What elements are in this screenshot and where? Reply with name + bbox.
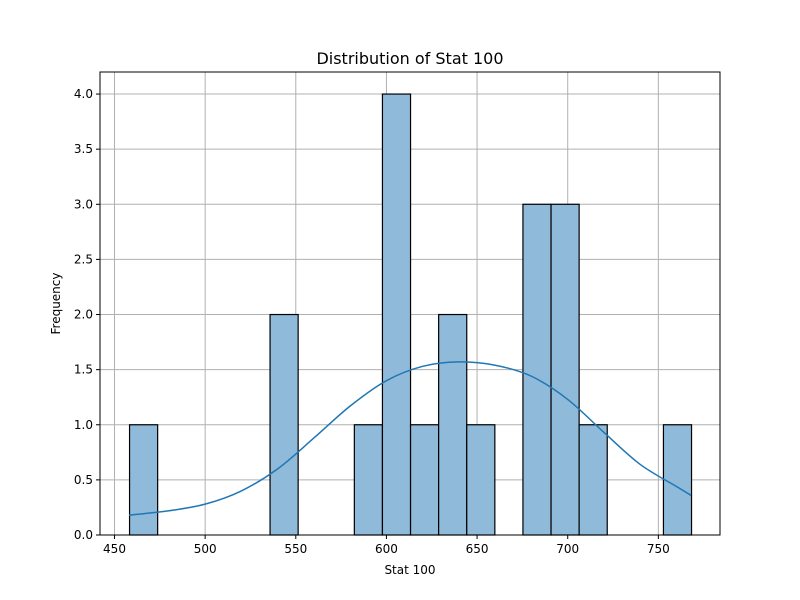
x-tick-label: 750 [647, 542, 670, 556]
y-tick-label: 0.0 [74, 528, 93, 542]
y-tick-label: 4.0 [74, 87, 93, 101]
x-tick-label: 500 [194, 542, 217, 556]
y-tick-label: 0.5 [74, 473, 93, 487]
y-tick-label: 3.5 [74, 142, 93, 156]
x-tick-label: 700 [556, 542, 579, 556]
histogram-bar [662, 424, 693, 536]
histogram-bar [269, 313, 299, 536]
y-tick-label: 3.0 [74, 197, 93, 211]
kde-line [128, 361, 692, 516]
histogram-bars [128, 93, 693, 536]
x-tick-label: 650 [466, 542, 489, 556]
histogram-bar [409, 424, 440, 536]
x-tick-label: 450 [103, 542, 126, 556]
histogram-bar [128, 424, 159, 536]
chart-title: Distribution of Stat 100 [316, 49, 503, 68]
plot-frame [99, 71, 721, 536]
histogram-bar [550, 203, 580, 536]
x-axis-ticks: 450 500 550 600 650 700 750 [103, 535, 670, 556]
histogram-bar [353, 424, 384, 536]
y-tick-label: 1.0 [74, 418, 93, 432]
x-tick-label: 600 [375, 542, 398, 556]
x-axis-label: Stat 100 [384, 563, 435, 577]
histogram-bar [381, 93, 412, 536]
histogram-bar [466, 424, 496, 536]
y-tick-label: 2.5 [74, 252, 93, 266]
x-tick-label: 550 [284, 542, 307, 556]
histogram-bar [438, 313, 468, 536]
kde-curve-group [128, 361, 692, 516]
histogram-bar [578, 424, 608, 536]
histogram-bar [522, 203, 552, 536]
y-axis-label: Frequency [49, 273, 63, 335]
y-tick-label: 1.5 [74, 363, 93, 377]
y-axis-ticks: 0.0 0.5 1.0 1.5 2.0 2.5 3.0 3.5 4.0 [74, 87, 100, 542]
y-tick-label: 2.0 [74, 308, 93, 322]
